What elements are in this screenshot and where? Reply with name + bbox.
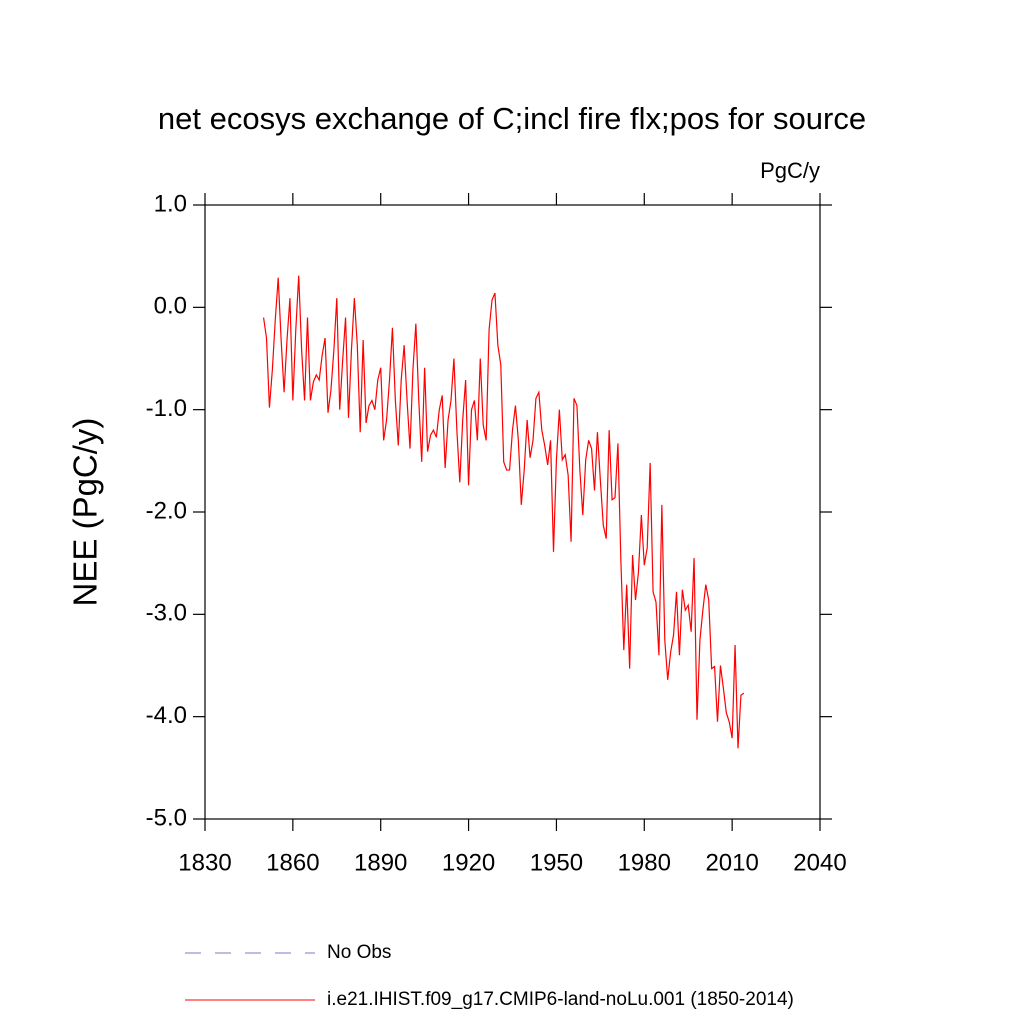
legend-label: i.e21.IHIST.f09_g17.CMIP6-land-noLu.001 … <box>327 989 794 1010</box>
y-tick-label: -4.0 <box>146 702 187 729</box>
x-tick-label: 1830 <box>178 849 231 876</box>
x-tick-label: 2040 <box>793 849 846 876</box>
y-tick-label: -3.0 <box>146 600 187 627</box>
y-axis-label: NEE (PgC/y) <box>67 418 104 607</box>
x-tick-label: 1980 <box>618 849 671 876</box>
y-tick-label: 1.0 <box>154 190 187 217</box>
units-label: PgC/y <box>760 158 820 183</box>
x-tick-label: 1920 <box>442 849 495 876</box>
data-line <box>262 275 745 749</box>
x-tick-label: 1890 <box>354 849 407 876</box>
x-tick-label: 1950 <box>530 849 583 876</box>
y-tick-label: 0.0 <box>154 293 187 320</box>
x-tick-label: 2010 <box>705 849 758 876</box>
y-tick-label: -1.0 <box>146 395 187 422</box>
chart-title: net ecosys exchange of C;incl fire flx;p… <box>158 101 866 136</box>
y-tick-label: -2.0 <box>146 497 187 524</box>
y-tick-label: -5.0 <box>146 804 187 831</box>
legend-label: No Obs <box>327 942 391 963</box>
x-tick-label: 1860 <box>266 849 319 876</box>
